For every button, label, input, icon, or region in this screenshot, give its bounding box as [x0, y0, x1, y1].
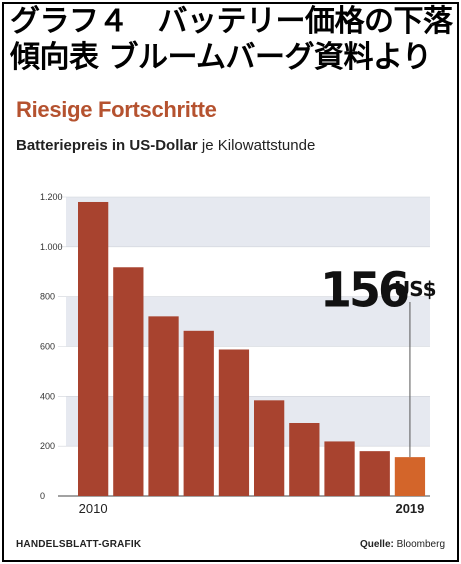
page-title: グラフ４ バッテリー価格の下落 傾向表 ブルームバーグ資料より: [10, 4, 453, 76]
y-tick-label: 200: [40, 441, 55, 451]
chart-headline: Riesige Fortschritte: [16, 97, 217, 122]
bar-2012: [148, 316, 179, 496]
subtitle-bold-part1: Batteriepreis in: [16, 137, 130, 154]
y-tick-label: 800: [40, 292, 55, 302]
y-tick-label: 1.000: [40, 242, 63, 252]
x-tick-label: 2019: [395, 501, 424, 516]
subtitle-rest: je Kilowattstunde: [197, 137, 316, 154]
bar-2011: [113, 267, 144, 496]
chart-subtitle: Batteriepreis in US-Dollar je Kilowattst…: [16, 137, 315, 154]
annotation-unit: US$: [394, 277, 436, 301]
bar-2010: [78, 201, 109, 496]
bar-2016: [289, 422, 320, 496]
annotation-value: 156: [320, 263, 408, 319]
bar-2018: [359, 451, 390, 496]
x-tick-label: 2010: [79, 501, 108, 516]
source-label: Quelle:: [359, 539, 394, 550]
page-title-line2: 傾向表 ブルームバーグ資料より: [10, 40, 432, 75]
source-name: Bloomberg: [396, 539, 445, 550]
grid-band: [66, 197, 430, 247]
bar-2019: [394, 457, 426, 496]
y-tick-label: 1.200: [40, 192, 63, 202]
bar-2015: [254, 400, 285, 496]
subtitle-bold-part2: US-Dollar: [129, 137, 198, 154]
chart-source: Quelle: Bloomberg: [360, 539, 445, 550]
chart-credit: HANDELSBLATT-GRAFIK: [16, 539, 142, 550]
bar-2013: [183, 330, 214, 496]
y-tick-label: 600: [40, 342, 55, 352]
bar-2014: [218, 349, 250, 496]
y-tick-label: 400: [40, 391, 55, 401]
bar-2017: [324, 441, 355, 496]
y-tick-label: 0: [40, 491, 45, 501]
page-title-line1: グラフ４ バッテリー価格の下落: [10, 4, 453, 39]
